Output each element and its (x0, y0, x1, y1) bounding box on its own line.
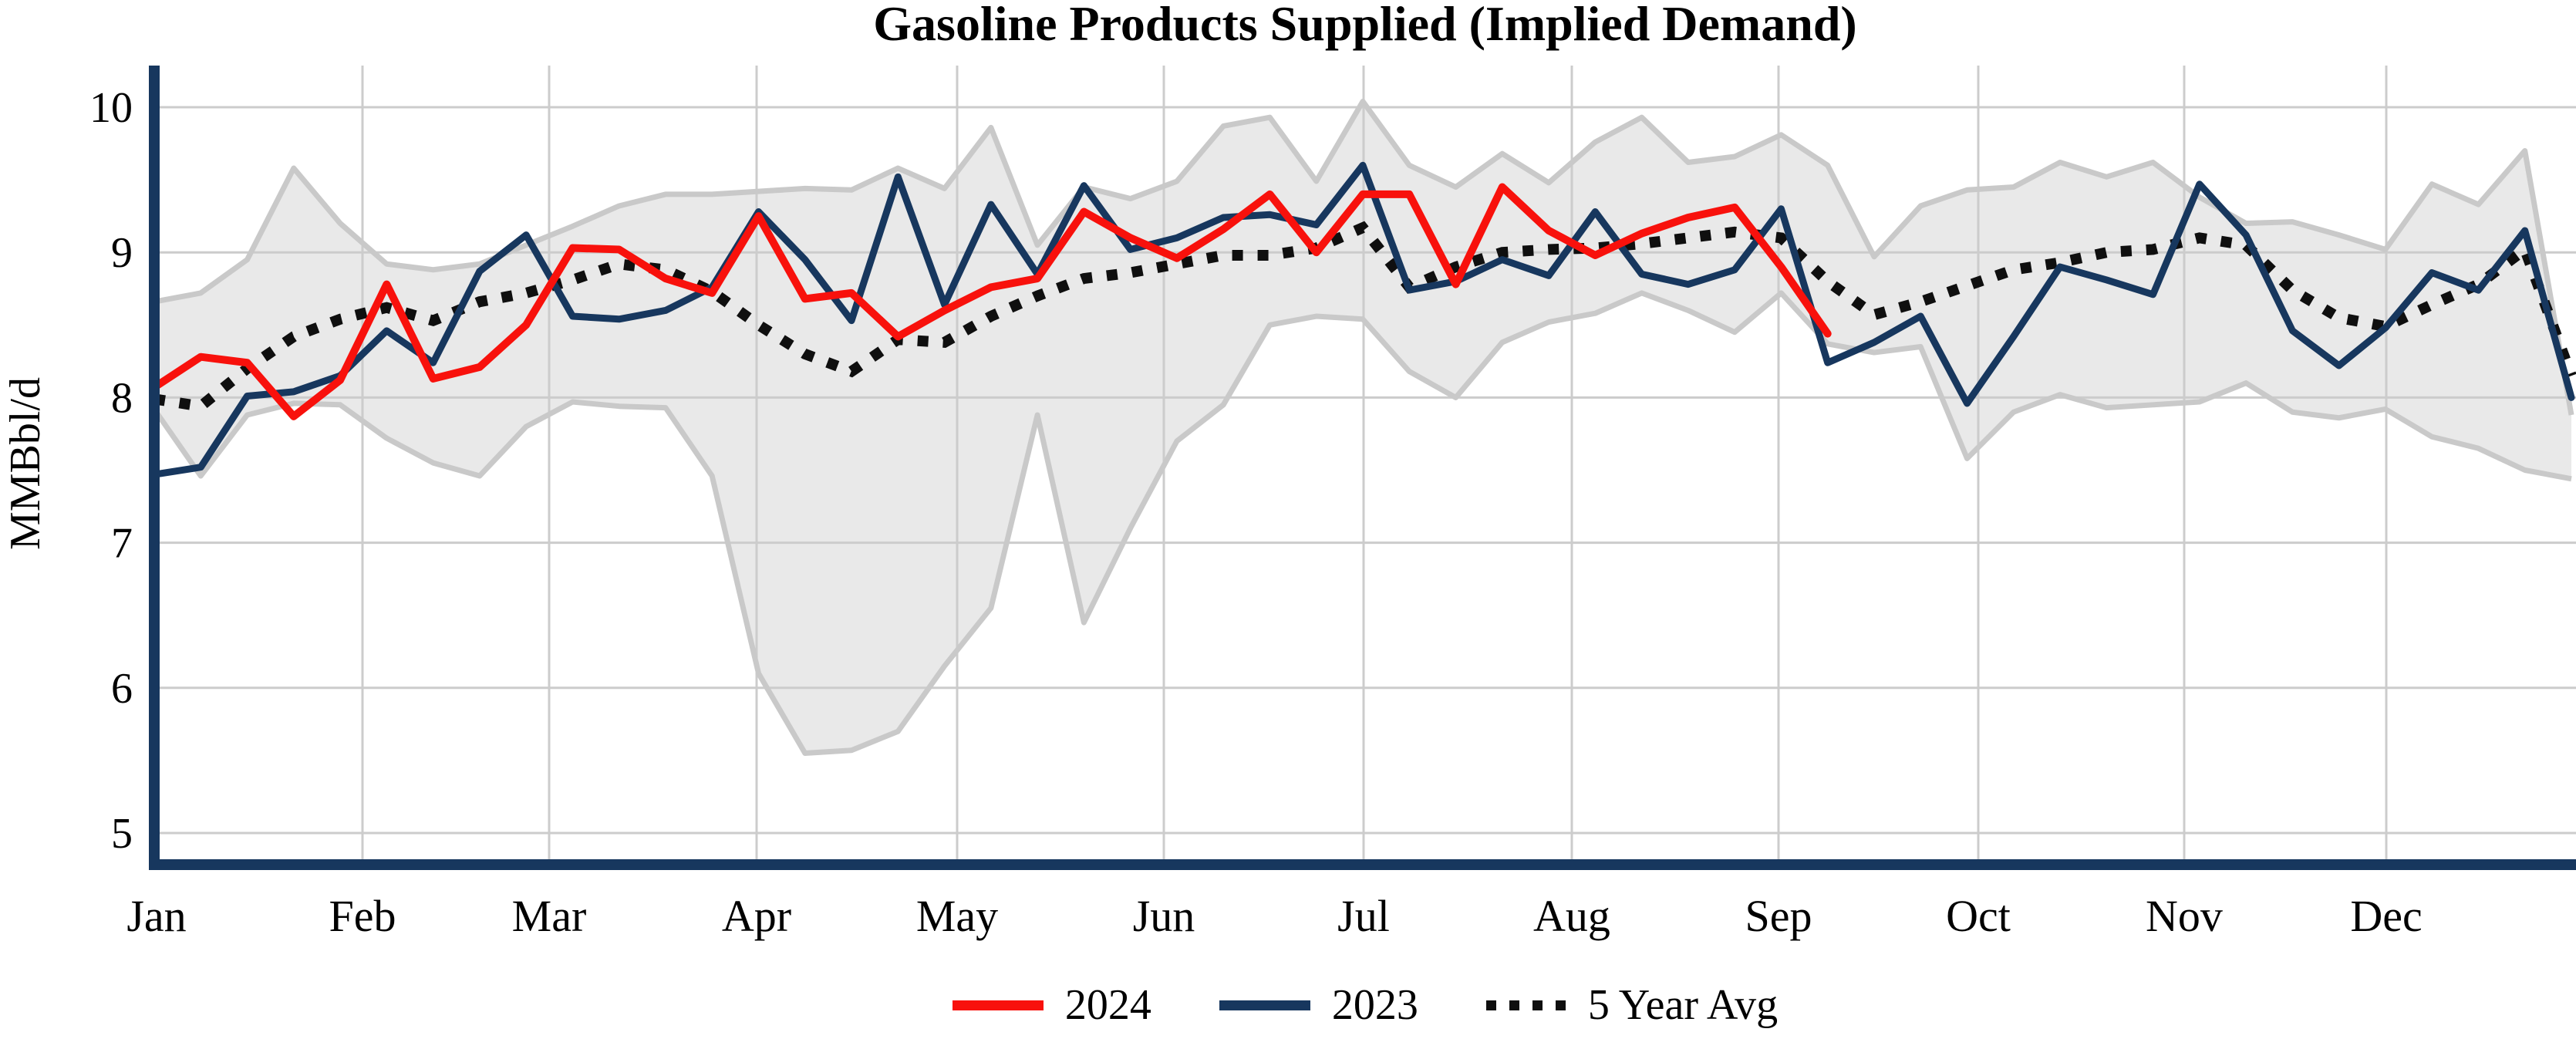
y-axis-title: MMBbl/d (2, 376, 49, 551)
x-tick-label-jun: Jun (1133, 891, 1195, 941)
x-tick-label-oct: Oct (1946, 891, 2011, 941)
y-axis-spine (149, 66, 160, 870)
x-tick-label-mar: Mar (512, 891, 587, 941)
legend-swatch-2023-line (1219, 1000, 1310, 1010)
legend: 2024 2023 5 Year Avg (154, 978, 2576, 1032)
y-tick-label-9: 9 (111, 229, 133, 277)
series-2024-line (150, 183, 1832, 420)
series-2023-line (150, 161, 2575, 478)
x-tick-label-may: May (916, 891, 998, 941)
chart-title: Gasoline Products Supplied (Implied Dema… (873, 0, 1857, 51)
legend-swatch-2024-line (952, 1000, 1044, 1010)
five-year-range-lower-edge (152, 290, 2572, 756)
y-tick-label-7: 7 (111, 520, 133, 568)
x-tick-label-sep: Sep (1745, 891, 1812, 941)
legend-label-5yr-avg: 5 Year Avg (1587, 981, 1779, 1029)
x-tick-label-nov: Nov (2146, 891, 2223, 941)
x-tick-label-feb: Feb (329, 891, 396, 941)
legend-label-2024: 2024 (1064, 981, 1151, 1029)
five-year-range-band (154, 101, 2571, 754)
y-tick-label-5: 5 (111, 810, 133, 858)
legend-label-2023: 2023 (1331, 981, 1418, 1029)
x-tick-label-jul: Jul (1337, 891, 1390, 941)
y-tick-label-6: 6 (111, 665, 133, 713)
x-tick-label-aug: Aug (1533, 891, 1610, 941)
x-tick-label-dec: Dec (2350, 891, 2422, 941)
legend-item-2023: 2023 (1219, 983, 1418, 1027)
y-tick-label-8: 8 (111, 374, 133, 422)
x-tick-label-apr: Apr (722, 891, 791, 941)
five-year-range-upper-edge (153, 98, 2574, 416)
x-axis-spine (149, 859, 2576, 870)
legend-swatch-5yr-avg-dotted-line (1485, 1000, 1566, 1010)
y-tick-label-10: 10 (89, 84, 133, 132)
x-tick-label-jan: Jan (126, 891, 186, 941)
legend-item-2024: 2024 (952, 981, 1151, 1029)
legend-item-5yr-avg: 5 Year Avg (1485, 981, 1779, 1029)
